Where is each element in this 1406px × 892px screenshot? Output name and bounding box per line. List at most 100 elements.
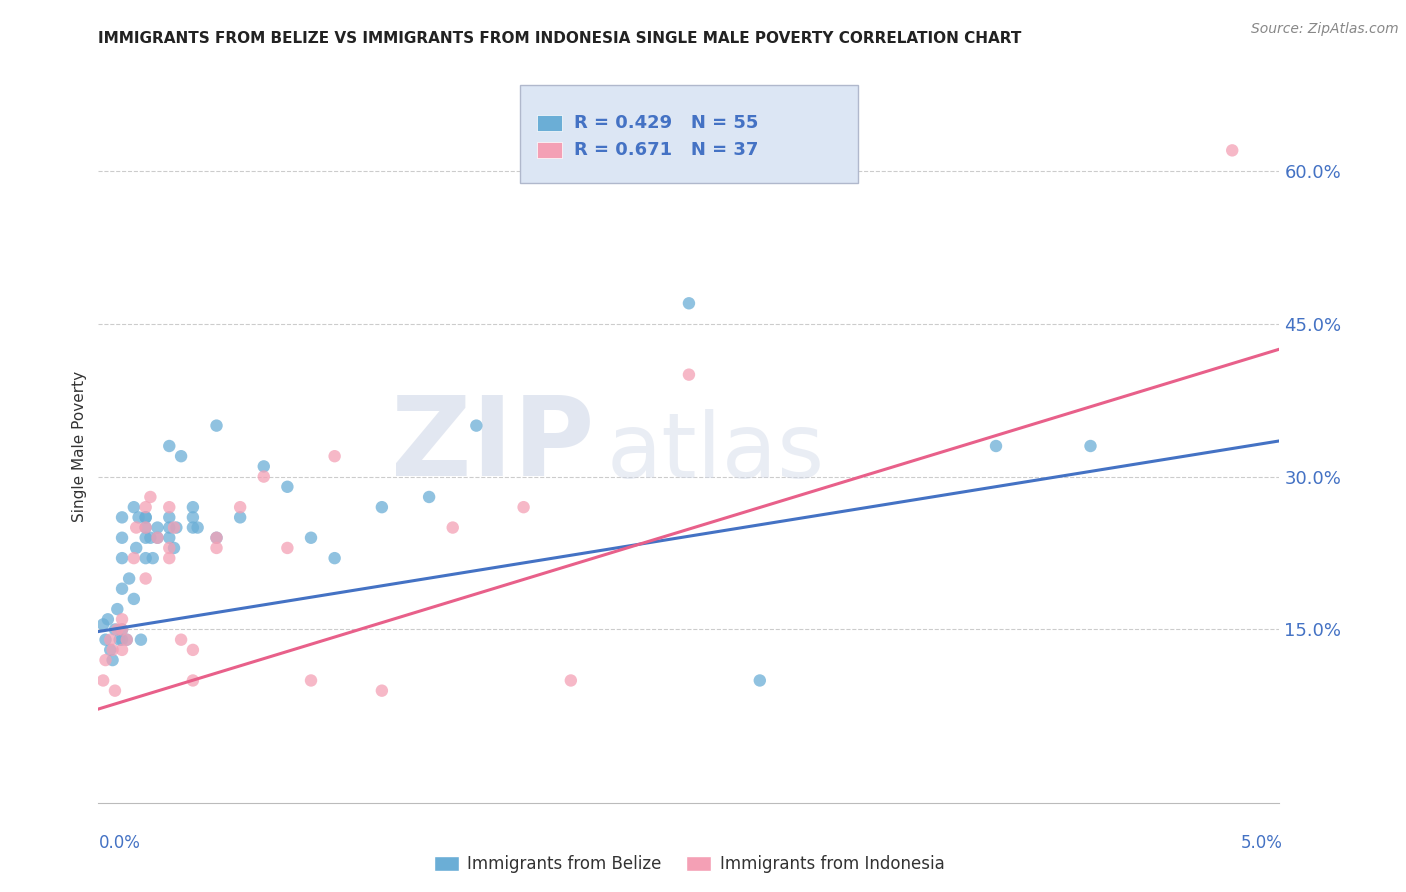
Y-axis label: Single Male Poverty: Single Male Poverty <box>72 370 87 522</box>
Point <box>111 632 134 647</box>
Point <box>135 510 157 524</box>
Point <box>229 500 252 515</box>
Text: R = 0.429   N = 55: R = 0.429 N = 55 <box>574 114 758 132</box>
Point <box>205 531 228 545</box>
Point <box>105 602 128 616</box>
Point <box>101 643 124 657</box>
Point <box>163 520 186 534</box>
Point <box>181 520 204 534</box>
Point <box>118 572 141 586</box>
Point <box>323 551 346 566</box>
Point <box>253 469 276 483</box>
Point <box>165 520 187 534</box>
Point <box>371 683 394 698</box>
Point <box>98 643 121 657</box>
Point <box>111 623 134 637</box>
Point <box>299 531 322 545</box>
Point <box>299 673 322 688</box>
Point <box>135 500 157 515</box>
Point <box>91 673 114 688</box>
Point <box>135 531 157 545</box>
Point <box>111 531 134 545</box>
Point <box>139 490 162 504</box>
Point <box>512 500 534 515</box>
Point <box>129 632 152 647</box>
Point <box>108 632 131 647</box>
Text: 5.0%: 5.0% <box>1240 834 1282 852</box>
Point <box>135 572 157 586</box>
Point <box>111 510 134 524</box>
Point <box>111 643 134 657</box>
Point <box>441 520 464 534</box>
Point <box>122 551 145 566</box>
Text: ZIP: ZIP <box>391 392 595 500</box>
Point <box>465 418 488 433</box>
Legend: Immigrants from Belize, Immigrants from Indonesia: Immigrants from Belize, Immigrants from … <box>427 849 950 880</box>
Point <box>157 531 180 545</box>
Point <box>560 673 582 688</box>
Point <box>104 683 127 698</box>
Point <box>157 541 180 555</box>
Point <box>1220 144 1243 158</box>
Point <box>418 490 440 504</box>
Point <box>146 531 169 545</box>
Point <box>678 296 700 310</box>
Point <box>146 520 169 534</box>
Point <box>181 500 204 515</box>
Point <box>111 612 134 626</box>
Text: R = 0.671   N = 37: R = 0.671 N = 37 <box>574 141 758 159</box>
Point <box>157 520 180 534</box>
Point <box>205 531 228 545</box>
Point <box>157 510 180 524</box>
Point <box>142 551 165 566</box>
Point <box>205 418 228 433</box>
Point <box>139 531 162 545</box>
Text: 0.0%: 0.0% <box>98 834 141 852</box>
Point <box>323 449 346 463</box>
Point <box>157 439 180 453</box>
Point <box>984 439 1007 453</box>
Point <box>135 551 157 566</box>
Point <box>128 510 150 524</box>
Text: IMMIGRANTS FROM BELIZE VS IMMIGRANTS FROM INDONESIA SINGLE MALE POVERTY CORRELAT: IMMIGRANTS FROM BELIZE VS IMMIGRANTS FRO… <box>98 31 1022 46</box>
Point <box>122 591 145 606</box>
Point <box>111 551 134 566</box>
Point <box>94 632 117 647</box>
Point <box>678 368 700 382</box>
Point <box>371 500 394 515</box>
Point <box>97 612 120 626</box>
Point <box>125 520 148 534</box>
Point <box>181 510 204 524</box>
Point <box>146 531 169 545</box>
Point <box>135 510 157 524</box>
Point <box>163 541 186 555</box>
Point <box>1080 439 1102 453</box>
Point <box>170 632 193 647</box>
Point <box>115 632 138 647</box>
Point <box>276 480 298 494</box>
Point <box>125 541 148 555</box>
Point <box>104 623 127 637</box>
Point <box>748 673 770 688</box>
Point <box>253 459 276 474</box>
Point <box>157 500 180 515</box>
Point <box>181 643 204 657</box>
Point <box>111 623 134 637</box>
Text: atlas: atlas <box>606 409 824 497</box>
Point <box>229 510 252 524</box>
Point <box>94 653 117 667</box>
Point <box>91 617 114 632</box>
Point <box>135 520 157 534</box>
Point <box>170 449 193 463</box>
Point <box>115 632 138 647</box>
Point <box>181 673 204 688</box>
Point <box>101 653 124 667</box>
Point <box>111 582 134 596</box>
Point <box>105 623 128 637</box>
Point <box>276 541 298 555</box>
Point <box>187 520 209 534</box>
Point <box>135 520 157 534</box>
Text: Source: ZipAtlas.com: Source: ZipAtlas.com <box>1251 22 1399 37</box>
Point <box>98 632 121 647</box>
Point <box>205 541 228 555</box>
